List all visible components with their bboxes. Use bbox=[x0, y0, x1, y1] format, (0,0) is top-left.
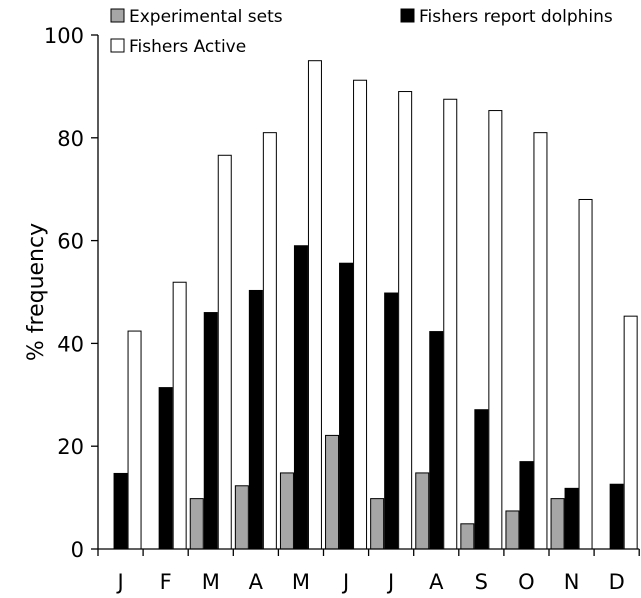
bar-fishers-report-dolphins bbox=[384, 292, 399, 550]
bar-fishers-report-dolphins bbox=[203, 312, 218, 550]
bar-fishers-report-dolphins bbox=[113, 472, 128, 550]
bar-fishers-report-dolphins bbox=[293, 245, 308, 550]
x-tick-label: M bbox=[292, 570, 310, 594]
bar-fishers-report-dolphins bbox=[474, 409, 489, 550]
legend: Experimental sets Fishers report dolphins… bbox=[110, 7, 613, 57]
bar-experimental-sets bbox=[279, 472, 294, 550]
bar-experimental-sets bbox=[550, 498, 565, 550]
y-axis-title: % frequency bbox=[24, 223, 49, 361]
bar-fishers-active bbox=[353, 79, 368, 550]
x-tick-label: J bbox=[386, 570, 394, 594]
legend-label: Fishers Active bbox=[129, 37, 246, 57]
x-tick-label: J bbox=[115, 570, 123, 594]
bar-fishers-active bbox=[533, 132, 548, 550]
bars bbox=[113, 60, 638, 550]
x-tick-label: S bbox=[475, 570, 488, 594]
bar-experimental-sets bbox=[325, 434, 340, 550]
y-tick-label: 20 bbox=[57, 435, 84, 459]
bar-fishers-active bbox=[262, 132, 277, 550]
x-tick-label: J bbox=[341, 570, 349, 594]
y-tick-label: 0 bbox=[71, 538, 84, 562]
bar-fishers-report-dolphins bbox=[158, 387, 173, 550]
bar-fishers-active bbox=[127, 330, 142, 550]
x-tick-label: N bbox=[564, 570, 580, 594]
y-tick-label: 60 bbox=[57, 230, 84, 254]
bar-fishers-active bbox=[398, 91, 413, 550]
x-tick-label: A bbox=[429, 570, 444, 594]
bar-fishers-active bbox=[443, 98, 458, 550]
y-axis: 0 20 40 60 80 100 bbox=[44, 24, 99, 562]
bar-fishers-report-dolphins bbox=[564, 487, 579, 550]
bar-experimental-sets bbox=[505, 510, 520, 550]
bar-experimental-sets bbox=[370, 498, 385, 550]
legend-swatch bbox=[400, 8, 415, 23]
bar-fishers-active bbox=[172, 281, 187, 550]
y-tick-label: 40 bbox=[57, 332, 84, 356]
y-tick-label: 80 bbox=[57, 127, 84, 151]
bar-experimental-sets bbox=[189, 498, 204, 550]
bar-fishers-active bbox=[307, 60, 322, 550]
legend-label: Experimental sets bbox=[129, 7, 283, 27]
bar-fishers-active bbox=[217, 154, 232, 550]
legend-swatch bbox=[110, 38, 125, 53]
x-tick-label: M bbox=[202, 570, 220, 594]
bar-fishers-report-dolphins bbox=[339, 262, 354, 550]
x-tick-label: D bbox=[609, 570, 625, 594]
bar-fishers-report-dolphins bbox=[609, 483, 624, 550]
bar-fishers-active bbox=[488, 110, 503, 550]
bar-fishers-active bbox=[623, 315, 638, 550]
x-tick-label: O bbox=[518, 570, 535, 594]
bar-fishers-report-dolphins bbox=[519, 461, 534, 550]
legend-label: Fishers report dolphins bbox=[419, 7, 613, 27]
y-tick-label: 100 bbox=[44, 24, 84, 48]
legend-swatch bbox=[110, 8, 125, 23]
bar-experimental-sets bbox=[234, 485, 249, 550]
x-tick-label: A bbox=[249, 570, 264, 594]
bar-fishers-report-dolphins bbox=[429, 331, 444, 550]
x-tick-label: F bbox=[160, 570, 172, 594]
bar-fishers-report-dolphins bbox=[248, 289, 263, 550]
bar-experimental-sets bbox=[460, 523, 475, 550]
bar-experimental-sets bbox=[415, 472, 430, 550]
bar-fishers-active bbox=[578, 198, 593, 550]
